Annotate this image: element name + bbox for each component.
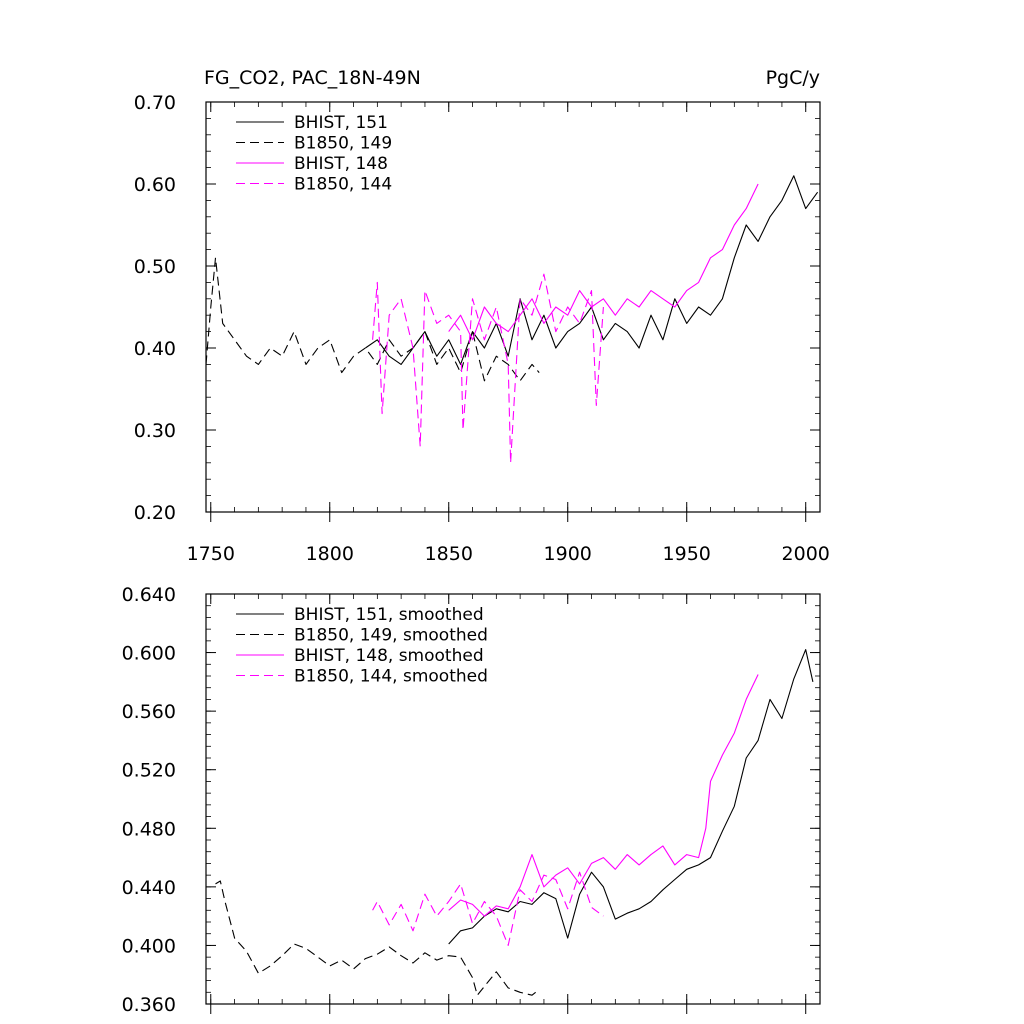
series-line-1 bbox=[215, 880, 540, 996]
y-tick-label: 0.360 bbox=[122, 994, 176, 1016]
plot-frame bbox=[205, 593, 821, 1005]
series-line-0 bbox=[448, 649, 814, 945]
series-line-2 bbox=[448, 674, 759, 917]
legend-label: B1850, 149 bbox=[294, 134, 392, 154]
chart-units: PgC/y bbox=[766, 67, 820, 89]
series-line-2 bbox=[448, 183, 759, 341]
y-tick-label: 0.440 bbox=[122, 877, 176, 899]
y-tick-label: 0.400 bbox=[122, 935, 176, 957]
series-group bbox=[215, 649, 814, 996]
series-group bbox=[206, 175, 819, 464]
x-tick-label: 1850 bbox=[425, 543, 473, 565]
x-tick-label: 1900 bbox=[544, 543, 592, 565]
legend-label: BHIST, 148 bbox=[294, 154, 388, 174]
x-tick-label: 1800 bbox=[306, 543, 354, 565]
y-tick-label: 0.30 bbox=[134, 420, 176, 442]
legend-label: B1850, 144, smoothed bbox=[294, 667, 488, 687]
legend-label: B1850, 144 bbox=[294, 175, 392, 195]
y-tick-label: 0.480 bbox=[122, 818, 176, 840]
chart-title: FG_CO2, PAC_18N-49N bbox=[204, 67, 421, 89]
y-tick-label: 0.640 bbox=[122, 584, 176, 606]
legend-label: B1850, 149, smoothed bbox=[294, 626, 488, 646]
y-tick-label: 0.20 bbox=[134, 502, 176, 524]
y-tick-label: 0.70 bbox=[134, 92, 176, 114]
bottom-panel: 0.360 0.400 0.440 0.480 0.520 0.560 0.600 0.640… bbox=[122, 584, 821, 1016]
y-tick-label: 0.520 bbox=[122, 760, 176, 782]
x-tick-label: 1750 bbox=[187, 543, 235, 565]
legend-label: BHIST, 151 bbox=[294, 113, 388, 133]
x-tick-label: 1950 bbox=[663, 543, 711, 565]
series-line-1 bbox=[206, 257, 540, 382]
series-line-3 bbox=[372, 273, 604, 464]
plot-frame bbox=[205, 101, 821, 513]
y-tick-label: 0.560 bbox=[122, 701, 176, 723]
y-tick-label: 0.40 bbox=[134, 338, 176, 360]
y-tick-label: 0.60 bbox=[134, 174, 176, 196]
legend-label: BHIST, 151, smoothed bbox=[294, 605, 484, 625]
top-panel: 0.20 0.30 0.40 0.50 0.60 0.70 1750 1800 1850 1900… bbox=[134, 92, 830, 565]
y-tick-label: 0.50 bbox=[134, 256, 176, 278]
legend-label: BHIST, 148, smoothed bbox=[294, 646, 484, 666]
y-tick-label: 0.600 bbox=[122, 643, 176, 665]
series-line-3 bbox=[372, 871, 604, 946]
series-line-0 bbox=[365, 175, 819, 365]
x-tick-label: 2000 bbox=[782, 543, 830, 565]
